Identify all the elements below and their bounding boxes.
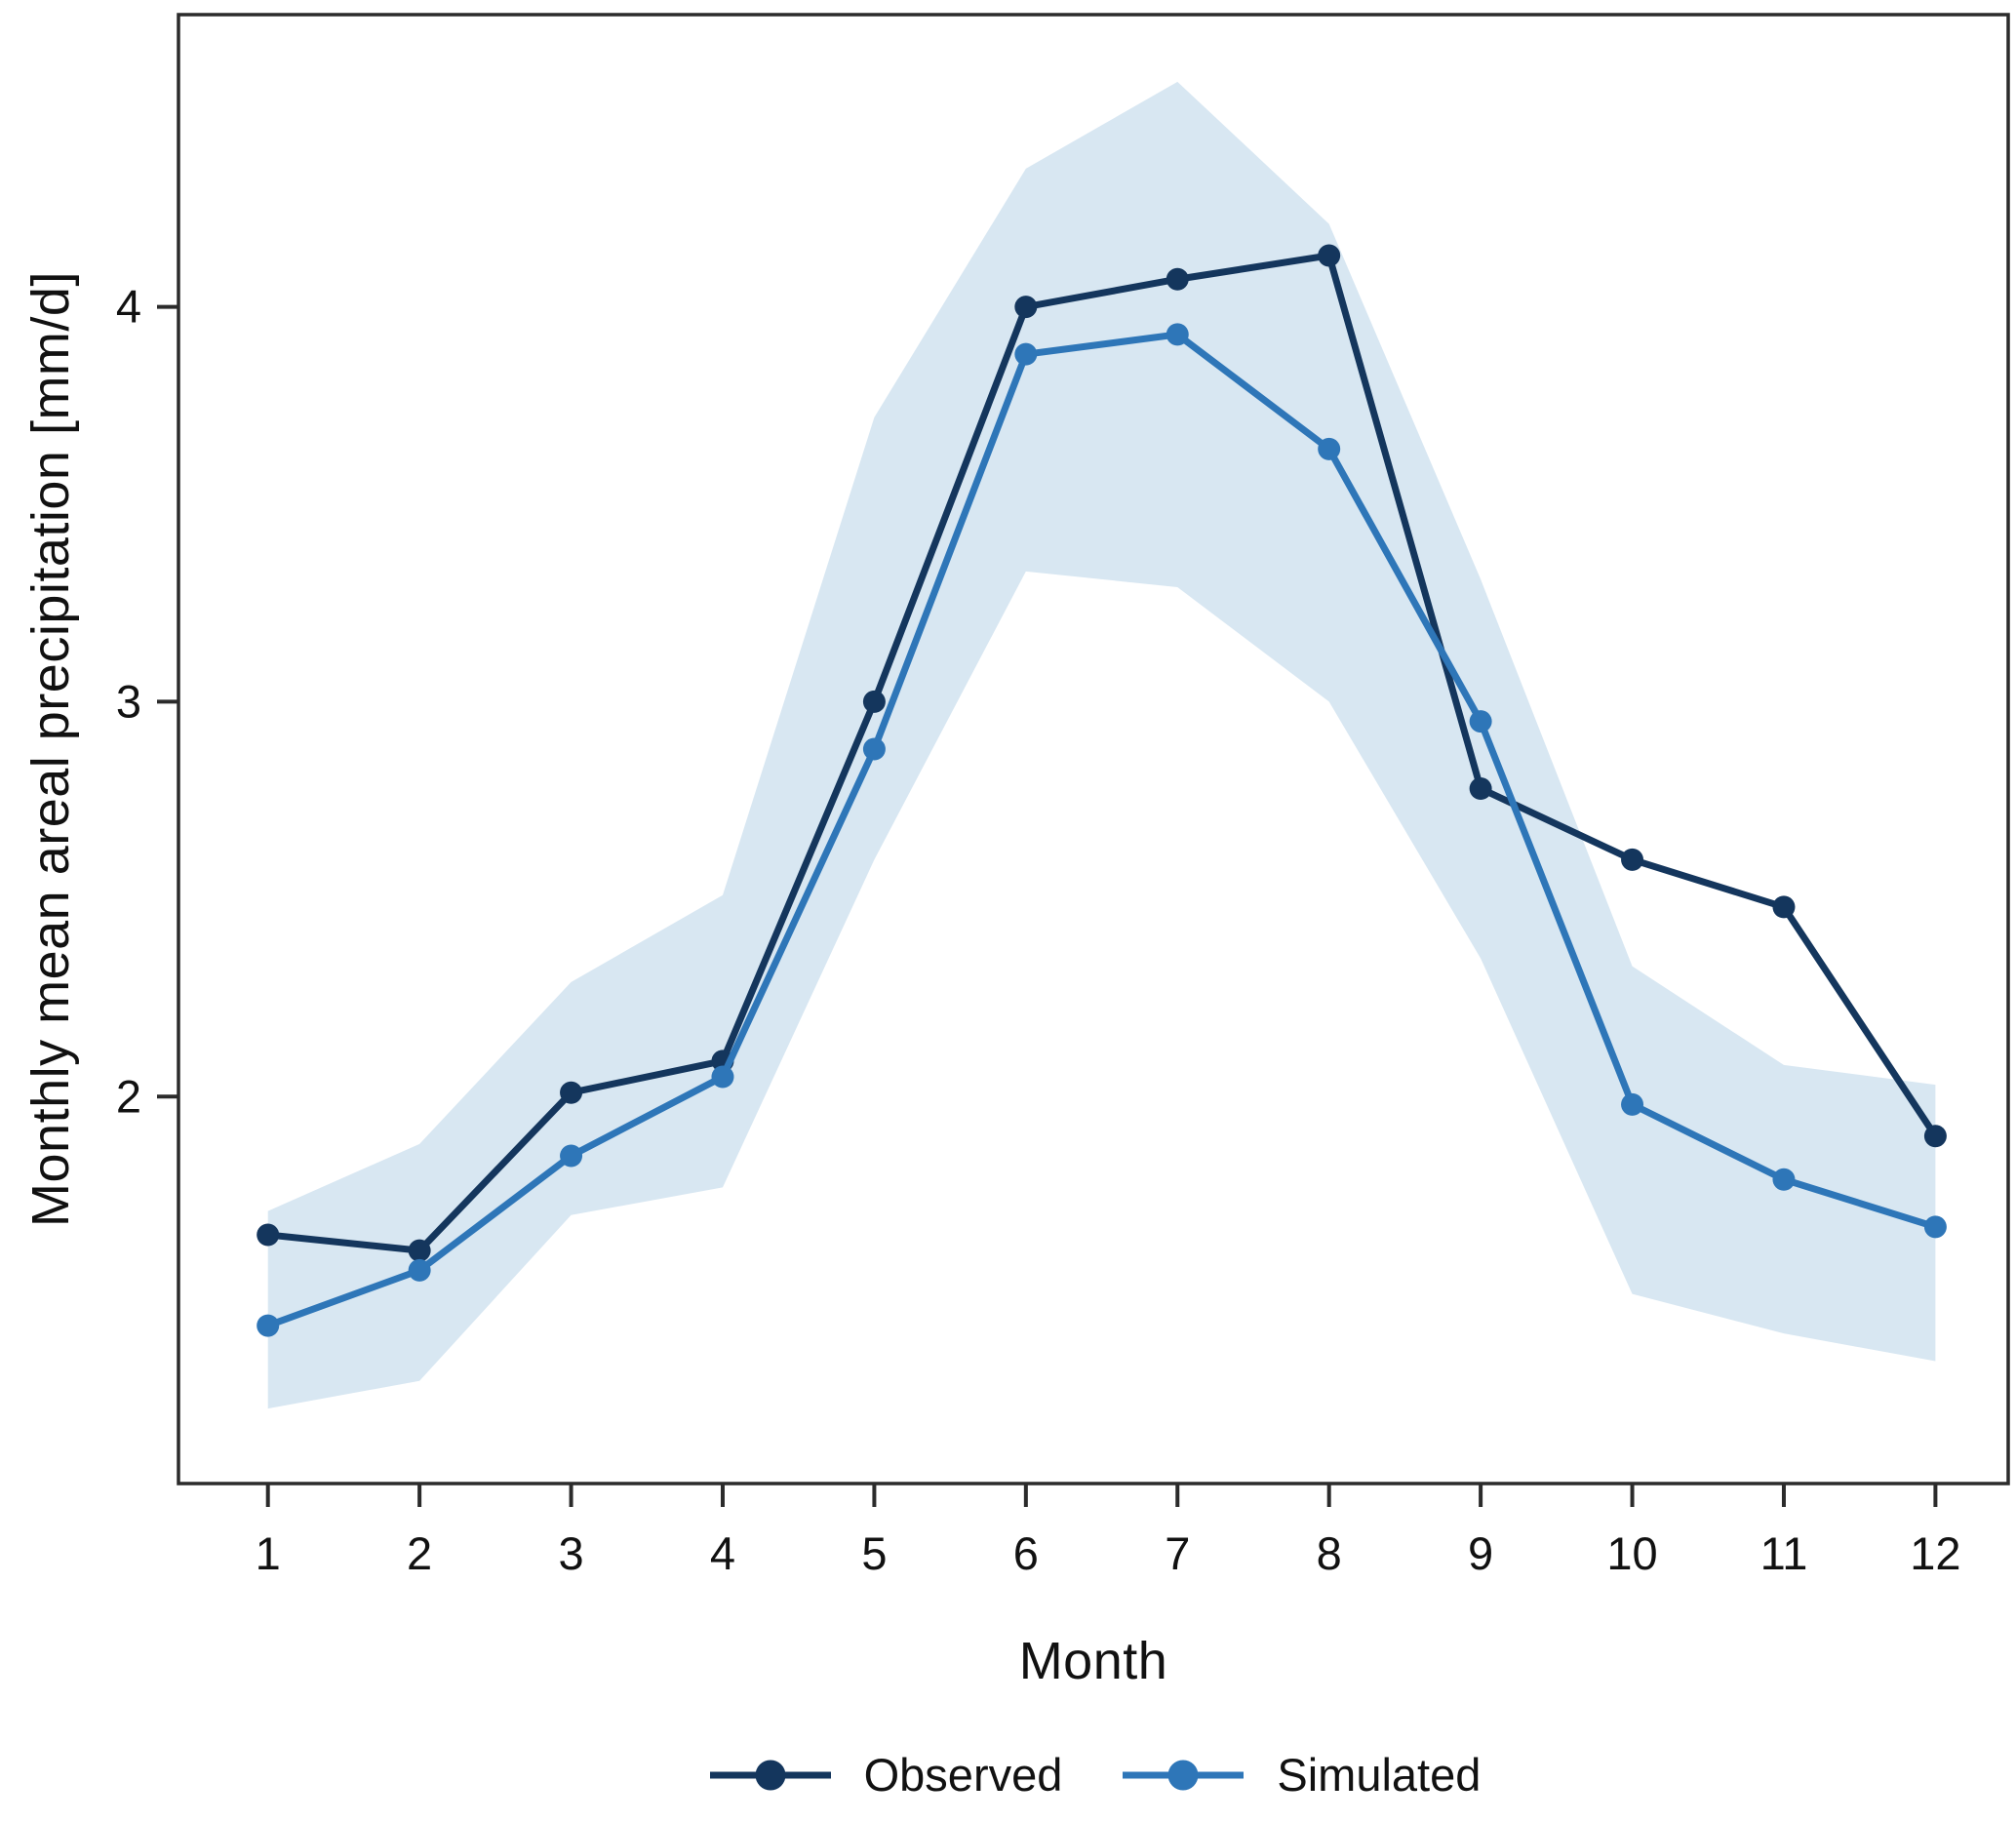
x-tick-label: 1 [256,1527,281,1579]
observed-point-month-12 [1923,1125,1947,1148]
plot-frame [177,13,2010,1485]
simulated-line-marker-icon [1123,1760,1245,1790]
x-axis-title: Month [1018,1632,1168,1690]
legend-item-simulated: Simulated [1119,1748,1481,1802]
simulated-point-month-6 [1014,342,1038,366]
observed-line-marker-icon [709,1760,831,1790]
x-tick-label: 11 [1760,1527,1808,1579]
simulated-point-month-10 [1621,1092,1644,1116]
y-tick-label: 4 [116,281,141,333]
observed-point-month-8 [1318,244,1341,267]
uncertainty-band [267,81,1936,1409]
x-tick-label: 5 [861,1527,887,1579]
legend-label-simulated: Simulated [1277,1749,1482,1801]
legend-label-observed: Observed [863,1749,1063,1801]
simulated-point-month-1 [257,1314,280,1337]
simulated-point-month-11 [1772,1168,1796,1191]
legend-item-observed: Observed [706,1748,1063,1802]
x-tick-label: 7 [1165,1527,1190,1579]
x-tick-label: 10 [1606,1527,1657,1579]
y-tick-label: 3 [116,675,141,727]
observed-point-month-2 [408,1239,431,1262]
observed-point-month-9 [1469,776,1492,800]
simulated-point-month-12 [1923,1215,1947,1239]
simulated-point-month-4 [711,1065,734,1089]
y-tick-label: 2 [116,1070,141,1122]
observed-line [267,252,1939,1254]
simulated-point-month-2 [408,1258,431,1282]
observed-point-month-1 [257,1223,280,1247]
x-tick-label: 9 [1468,1527,1493,1579]
simulated-point-month-8 [1318,437,1341,460]
observed-point-month-7 [1166,267,1189,291]
x-tick-label: 4 [710,1527,735,1579]
observed-point-month-5 [862,690,886,713]
simulated-point-month-5 [862,737,886,761]
simulated-point-month-7 [1166,323,1189,346]
simulated-line [266,331,1937,1329]
x-tick-label: 3 [558,1527,583,1579]
observed-point-month-3 [560,1081,583,1104]
simulated-point-month-9 [1469,710,1492,733]
chart-legend: Observed Simulated [178,1748,2008,1802]
observed-point-month-10 [1621,848,1644,871]
y-axis-title: Monthly mean areal precipitation [mm/d] [21,271,80,1227]
x-tick-label: 8 [1317,1527,1342,1579]
x-tick-label: 6 [1013,1527,1039,1579]
observed-point-month-6 [1014,296,1038,319]
simulated-point-month-3 [560,1144,583,1168]
x-tick-label: 2 [407,1527,432,1579]
x-tick-label: 12 [1910,1527,1960,1579]
observed-point-month-11 [1772,895,1796,919]
